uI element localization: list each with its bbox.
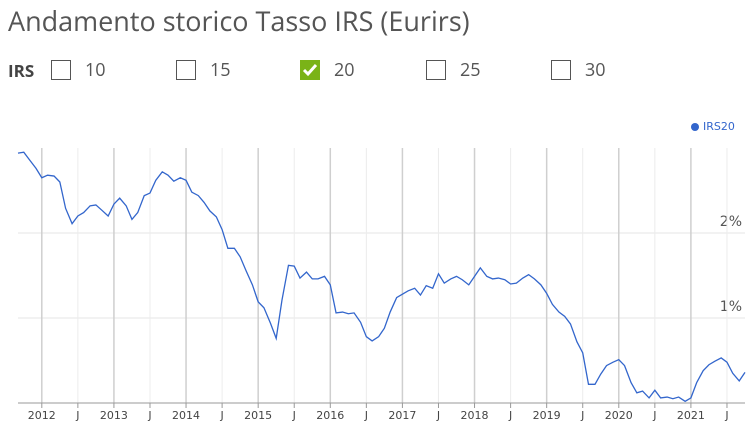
checkbox-option[interactable]: 10 — [51, 58, 106, 82]
y-tick-label: 2% — [720, 214, 742, 230]
x-tick-label: J — [219, 409, 223, 422]
checkbox[interactable] — [300, 60, 320, 80]
x-tick-label: 2012 — [28, 409, 56, 422]
checkbox-option[interactable]: 15 — [176, 58, 231, 82]
x-tick-label: J — [508, 409, 512, 422]
x-tick-label: 2014 — [172, 409, 200, 422]
x-tick-label: J — [724, 409, 728, 422]
checkbox[interactable] — [176, 60, 196, 80]
x-tick-label: 2020 — [605, 409, 633, 422]
legend-marker — [691, 123, 699, 131]
selector-label: IRS — [8, 59, 35, 82]
x-tick-label: 2019 — [533, 409, 561, 422]
option-label: 30 — [585, 58, 606, 82]
option-label: 20 — [334, 58, 355, 82]
option-label: 10 — [85, 58, 106, 82]
checkbox-option[interactable]: 20 — [300, 58, 355, 82]
x-tick-label: 2018 — [461, 409, 489, 422]
x-tick-label: 2017 — [388, 409, 416, 422]
x-tick-label: J — [436, 409, 440, 422]
option-label: 25 — [460, 58, 481, 82]
legend-label: IRS20 — [703, 120, 735, 133]
x-tick-label: 2021 — [677, 409, 705, 422]
page-title: Andamento storico Tasso IRS (Eurirs) — [8, 2, 470, 39]
checkbox[interactable] — [551, 60, 571, 80]
checkbox-option[interactable]: 30 — [551, 58, 606, 82]
x-tick-label: J — [147, 409, 151, 422]
checkbox[interactable] — [426, 60, 446, 80]
x-tick-label: J — [580, 409, 584, 422]
x-tick-label: J — [364, 409, 368, 422]
x-tick-label: J — [652, 409, 656, 422]
series-line — [17, 151, 746, 403]
x-tick-label: J — [75, 409, 79, 422]
y-tick-label: 1% — [720, 299, 742, 315]
x-tick-label: J — [292, 409, 296, 422]
x-tick-label: 2016 — [316, 409, 344, 422]
checkbox[interactable] — [51, 60, 71, 80]
option-label: 15 — [210, 58, 231, 82]
x-tick-label: 2013 — [100, 409, 128, 422]
checkbox-option[interactable]: 25 — [426, 58, 481, 82]
check-icon — [302, 64, 318, 77]
x-tick-label: 2015 — [244, 409, 272, 422]
